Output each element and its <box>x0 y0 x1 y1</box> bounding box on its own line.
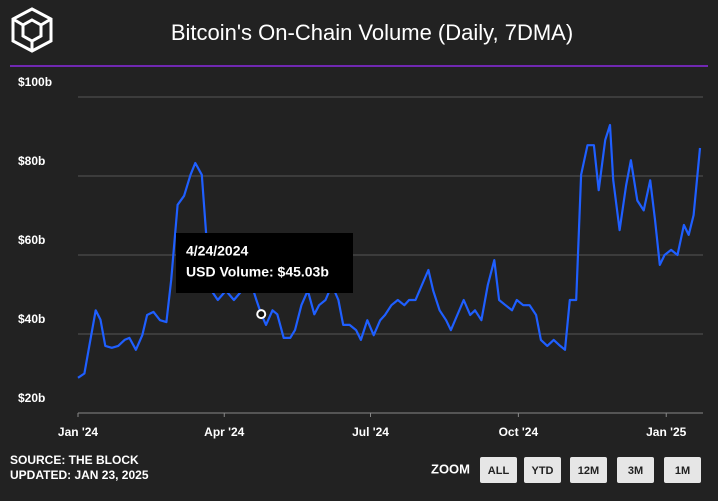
zoom-button-bg[interactable] <box>664 457 701 483</box>
zoom-label: ZOOM <box>431 461 470 476</box>
zoom-button[interactable]: YTD <box>524 457 561 483</box>
y-tick-label: $80b <box>18 154 45 168</box>
zoom-button-label[interactable]: 1M <box>675 465 690 477</box>
zoom-button-label[interactable]: YTD <box>532 465 554 477</box>
chart-title: Bitcoin's On-Chain Volume (Daily, 7DMA) <box>171 20 573 45</box>
zoom-button-label[interactable]: ALL <box>488 465 510 477</box>
zoom-button[interactable]: ALL <box>480 457 517 483</box>
y-tick-label: $100b <box>18 75 52 89</box>
x-tick-label: Oct '24 <box>499 425 539 439</box>
x-tick-label: Apr '24 <box>204 425 245 439</box>
tooltip-marker <box>256 309 267 320</box>
zoom-button-label[interactable]: 3M <box>628 465 643 477</box>
tooltip-date: 4/24/2024 <box>186 243 248 259</box>
zoom-button-bg[interactable] <box>524 457 561 483</box>
zoom-button-bg[interactable] <box>570 457 607 483</box>
zoom-button[interactable]: 1M <box>664 457 701 483</box>
y-tick-label: $60b <box>18 233 45 247</box>
zoom-button-bg[interactable] <box>617 457 654 483</box>
zoom-button[interactable]: 3M <box>617 457 654 483</box>
updated: UPDATED: JAN 23, 2025 <box>10 468 149 482</box>
y-tick-label: $20b <box>18 391 45 405</box>
y-tick-label: $40b <box>18 312 45 326</box>
tooltip-value: USD Volume: $45.03b <box>186 264 329 280</box>
zoom-button-label[interactable]: 12M <box>578 465 599 477</box>
logo <box>11 7 53 53</box>
line-series <box>77 123 702 379</box>
zoom-button-bg[interactable] <box>480 457 517 483</box>
x-tick-label: Jul '24 <box>352 425 389 439</box>
source: SOURCE: THE BLOCK <box>10 453 139 467</box>
tooltip-box <box>176 233 353 293</box>
x-tick-label: Jan '25 <box>646 425 687 439</box>
zoom-button[interactable]: 12M <box>570 457 607 483</box>
x-tick-label: Jan '24 <box>58 425 99 439</box>
